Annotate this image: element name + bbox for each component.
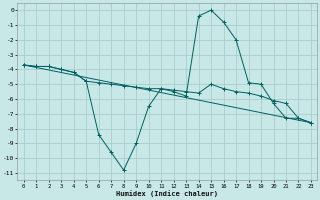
- X-axis label: Humidex (Indice chaleur): Humidex (Indice chaleur): [116, 190, 218, 197]
